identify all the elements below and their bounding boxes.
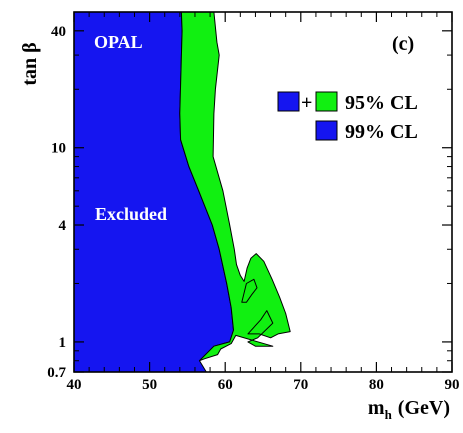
x-tick-label: 40 [67, 377, 82, 393]
legend-swatch-green-95 [315, 91, 338, 112]
y-tick-label: 0.7 [47, 365, 66, 381]
plot-frame [73, 11, 453, 373]
y-tick-label: 4 [59, 218, 67, 234]
y-axis-title: tan β [19, 42, 41, 85]
y-tick-label: 40 [51, 24, 66, 40]
y-tick-label: 1 [59, 335, 67, 351]
x-axis-title-m: m [368, 397, 385, 419]
x-tick-label: 70 [293, 377, 308, 393]
experiment-label: OPAL [94, 32, 143, 52]
x-tick-label: 60 [218, 377, 233, 393]
x-tick-label: 50 [142, 377, 157, 393]
panel-label: (c) [392, 33, 414, 55]
x-axis-title-unit: (GeV) [398, 397, 450, 419]
x-tick-label: 90 [445, 377, 460, 393]
legend-swatch-blue-99 [315, 120, 338, 141]
legend: + 95% CL 99% CL [277, 91, 418, 143]
legend-label-95: 95% CL [345, 92, 418, 114]
excluded-label: Excluded [95, 204, 167, 224]
x-axis-title-subscript: h [385, 407, 393, 422]
x-axis: 40 50 60 70 80 90 [67, 12, 460, 393]
region-excluded-95-only [179, 11, 291, 362]
legend-swatch-blue-95 [277, 91, 300, 112]
region-green-inner-island [241, 278, 258, 303]
y-axis: 0.7 1 4 10 40 [47, 24, 452, 381]
x-tick-label: 80 [369, 377, 384, 393]
y-tick-label: 10 [51, 141, 66, 157]
legend-plus-sign: + [301, 92, 312, 114]
regions [73, 11, 291, 373]
legend-label-99: 99% CL [345, 121, 418, 143]
x-axis-title: mh (GeV) [368, 397, 450, 422]
